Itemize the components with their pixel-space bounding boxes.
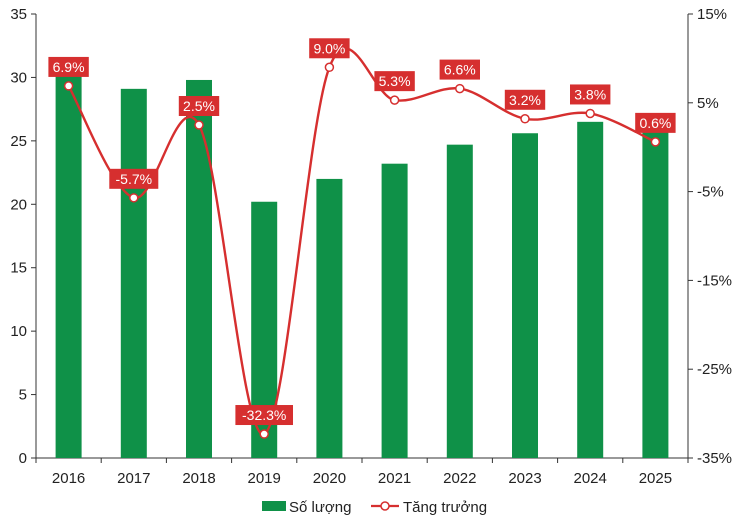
bar (316, 178, 343, 458)
line-layer (63, 47, 661, 439)
data-label: 5.3% (379, 73, 411, 89)
growth-line (67, 47, 656, 436)
data-label: -32.3% (242, 407, 286, 423)
bar (381, 163, 408, 459)
data-label: -5.7% (116, 171, 153, 187)
legend-swatch-bars (262, 501, 286, 511)
right-axis-tick-label: -35% (697, 450, 732, 467)
data-label: 3.8% (574, 86, 606, 102)
left-axis-tick-label: 0 (19, 450, 27, 467)
data-label-box (178, 96, 220, 116)
growth-point (129, 193, 139, 203)
growth-point (520, 114, 530, 124)
legend-label-line: Tăng trưởng (403, 499, 487, 516)
growth-point (650, 137, 661, 147)
bars-layer (55, 66, 669, 459)
x-axis-tick-label: 2024 (574, 470, 607, 487)
data-label: 6.9% (53, 59, 85, 75)
x-axis-tick-label: 2018 (182, 470, 215, 487)
data-label: 6.6% (444, 62, 476, 78)
data-labels-layer: 6.9% -5.7% 2.5% -32.3% 9.0% 5.3% 6.6% 3.2% 3.8% 0… (48, 38, 676, 426)
right-axis-tick-label: -5% (697, 184, 724, 201)
growth-point (455, 83, 465, 94)
left-axis-tick-label: 10 (10, 323, 27, 340)
growth-point (585, 108, 595, 119)
bar (512, 133, 538, 458)
growth-point (194, 120, 204, 130)
legend-marker-line (380, 501, 390, 511)
data-label-box (109, 168, 159, 189)
growth-point (259, 429, 269, 439)
bar (186, 79, 212, 459)
data-label-box (235, 405, 293, 426)
x-axis-tick-label: 2017 (117, 470, 150, 487)
data-label-box (439, 59, 480, 80)
right-axis-tick-label: -15% (697, 272, 732, 289)
right-axis-tick-label: 5% (697, 95, 719, 112)
data-label: 0.6% (639, 115, 671, 131)
bar (642, 120, 669, 458)
x-axis-tick-label: 2021 (378, 470, 411, 487)
x-axis-tick-label: 2016 (52, 470, 85, 487)
growth-point (63, 81, 74, 91)
right-axis-tick-label: -25% (697, 361, 732, 378)
x-axis-tick-label: 2023 (508, 470, 541, 487)
x-axis-tick-label: 2020 (313, 470, 346, 487)
legend: Số lượng Tăng trưởng (262, 499, 487, 516)
data-label-box (635, 112, 676, 133)
data-label-box (570, 84, 611, 105)
data-label-box (374, 71, 415, 92)
left-axis-tick-label: 15 (10, 260, 27, 277)
bar (577, 121, 604, 458)
left-axis-tick-label: 25 (10, 133, 27, 150)
data-label-box (504, 89, 546, 110)
bar (120, 88, 147, 459)
x-axis-tick-label: 2019 (248, 470, 281, 487)
data-label-box (309, 38, 350, 59)
left-axis-tick-label: 20 (10, 196, 27, 213)
bar (446, 144, 473, 459)
left-axis-tick-label: 35 (10, 6, 27, 23)
legend-label-bars: Số lượng (289, 499, 351, 516)
growth-point (389, 95, 400, 105)
data-label-box (48, 56, 89, 77)
growth-point (324, 62, 335, 73)
right-axis-tick-label: 15% (697, 6, 727, 23)
left-axis-tick-label: 30 (10, 69, 27, 86)
bar (55, 66, 82, 459)
x-axis-tick-label: 2022 (443, 470, 476, 487)
data-label: 2.5% (183, 98, 215, 114)
left-axis-tick-label: 5 (19, 387, 27, 404)
data-label: 9.0% (313, 40, 345, 56)
x-axis-tick-label: 2025 (639, 470, 672, 487)
data-label: 3.2% (509, 92, 541, 108)
